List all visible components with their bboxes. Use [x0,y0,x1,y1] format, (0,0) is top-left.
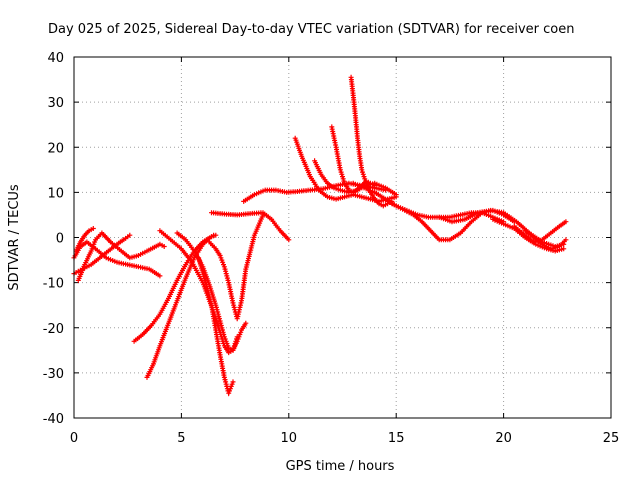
x-tick-label: 25 [603,431,620,446]
series-sat-s [436,207,567,249]
plot-frame [73,56,612,419]
data-point [217,253,223,258]
data-point [225,343,231,349]
y-tick-label: -40 [43,412,64,427]
data-point [234,338,240,344]
data-point [227,386,233,392]
data-point [218,255,224,261]
data-point [230,379,236,385]
data-point [91,241,97,247]
data-point [238,329,244,335]
x-tick-label: 15 [388,431,405,446]
x-tick-label: 5 [177,431,185,446]
x-tick-label: 10 [281,431,298,446]
data-point [229,381,235,387]
data-point [211,232,217,238]
data-point [337,167,343,173]
series-sat-v [522,228,569,252]
data-point [90,226,96,231]
series-sat-u [511,219,569,245]
y-tick-label: 20 [47,141,64,156]
x-tick-labels: 0 5 10 15 20 25 [70,431,619,446]
y-tick-label: 40 [47,51,64,66]
data-point [561,246,567,252]
series-sat-i [196,255,236,397]
series-sat-j [206,212,266,322]
x-tick-label: 0 [70,431,78,446]
y-tick-label: 0 [56,232,64,247]
series-group [71,74,569,397]
data-point [339,171,345,177]
data-point [220,259,226,265]
series-sat-k [209,210,292,243]
data-point [89,246,95,252]
y-tick-label: -10 [43,277,64,292]
data-point [157,273,163,279]
y-tick-label: 10 [47,186,64,201]
data-point [372,183,378,189]
y-axis-label: SDTVAR / TECUs [7,184,22,291]
data-point [226,390,232,396]
data-point [360,171,366,177]
y-tick-label: -20 [43,322,64,337]
series-sat-d [73,226,96,254]
data-point [340,176,346,182]
chart-title: Day 025 of 2025, Sidereal Day-to-day VTE… [48,22,574,37]
data-point [236,334,242,340]
x-axis-label: GPS time / hours [286,459,395,474]
data-point [243,320,249,326]
y-tick-label: 30 [47,96,64,111]
series-sat-m [292,135,399,204]
data-point [127,232,133,238]
series-sat-p [348,74,395,209]
series-sat-c [75,230,167,283]
data-point [393,192,399,198]
data-point [286,237,292,243]
data-point [359,167,365,173]
data-point [222,336,228,342]
data-point [161,244,167,249]
data-point [563,219,569,225]
y-tick-label: -30 [43,367,64,382]
data-point [221,332,227,337]
x-tick-label: 20 [495,431,512,446]
y-tick-labels: -40 -30 -20 -10 0 10 20 30 40 [43,51,64,427]
data-point [563,237,569,243]
series-sat-f [144,232,217,380]
data-point [224,341,230,346]
data-point [362,176,368,182]
